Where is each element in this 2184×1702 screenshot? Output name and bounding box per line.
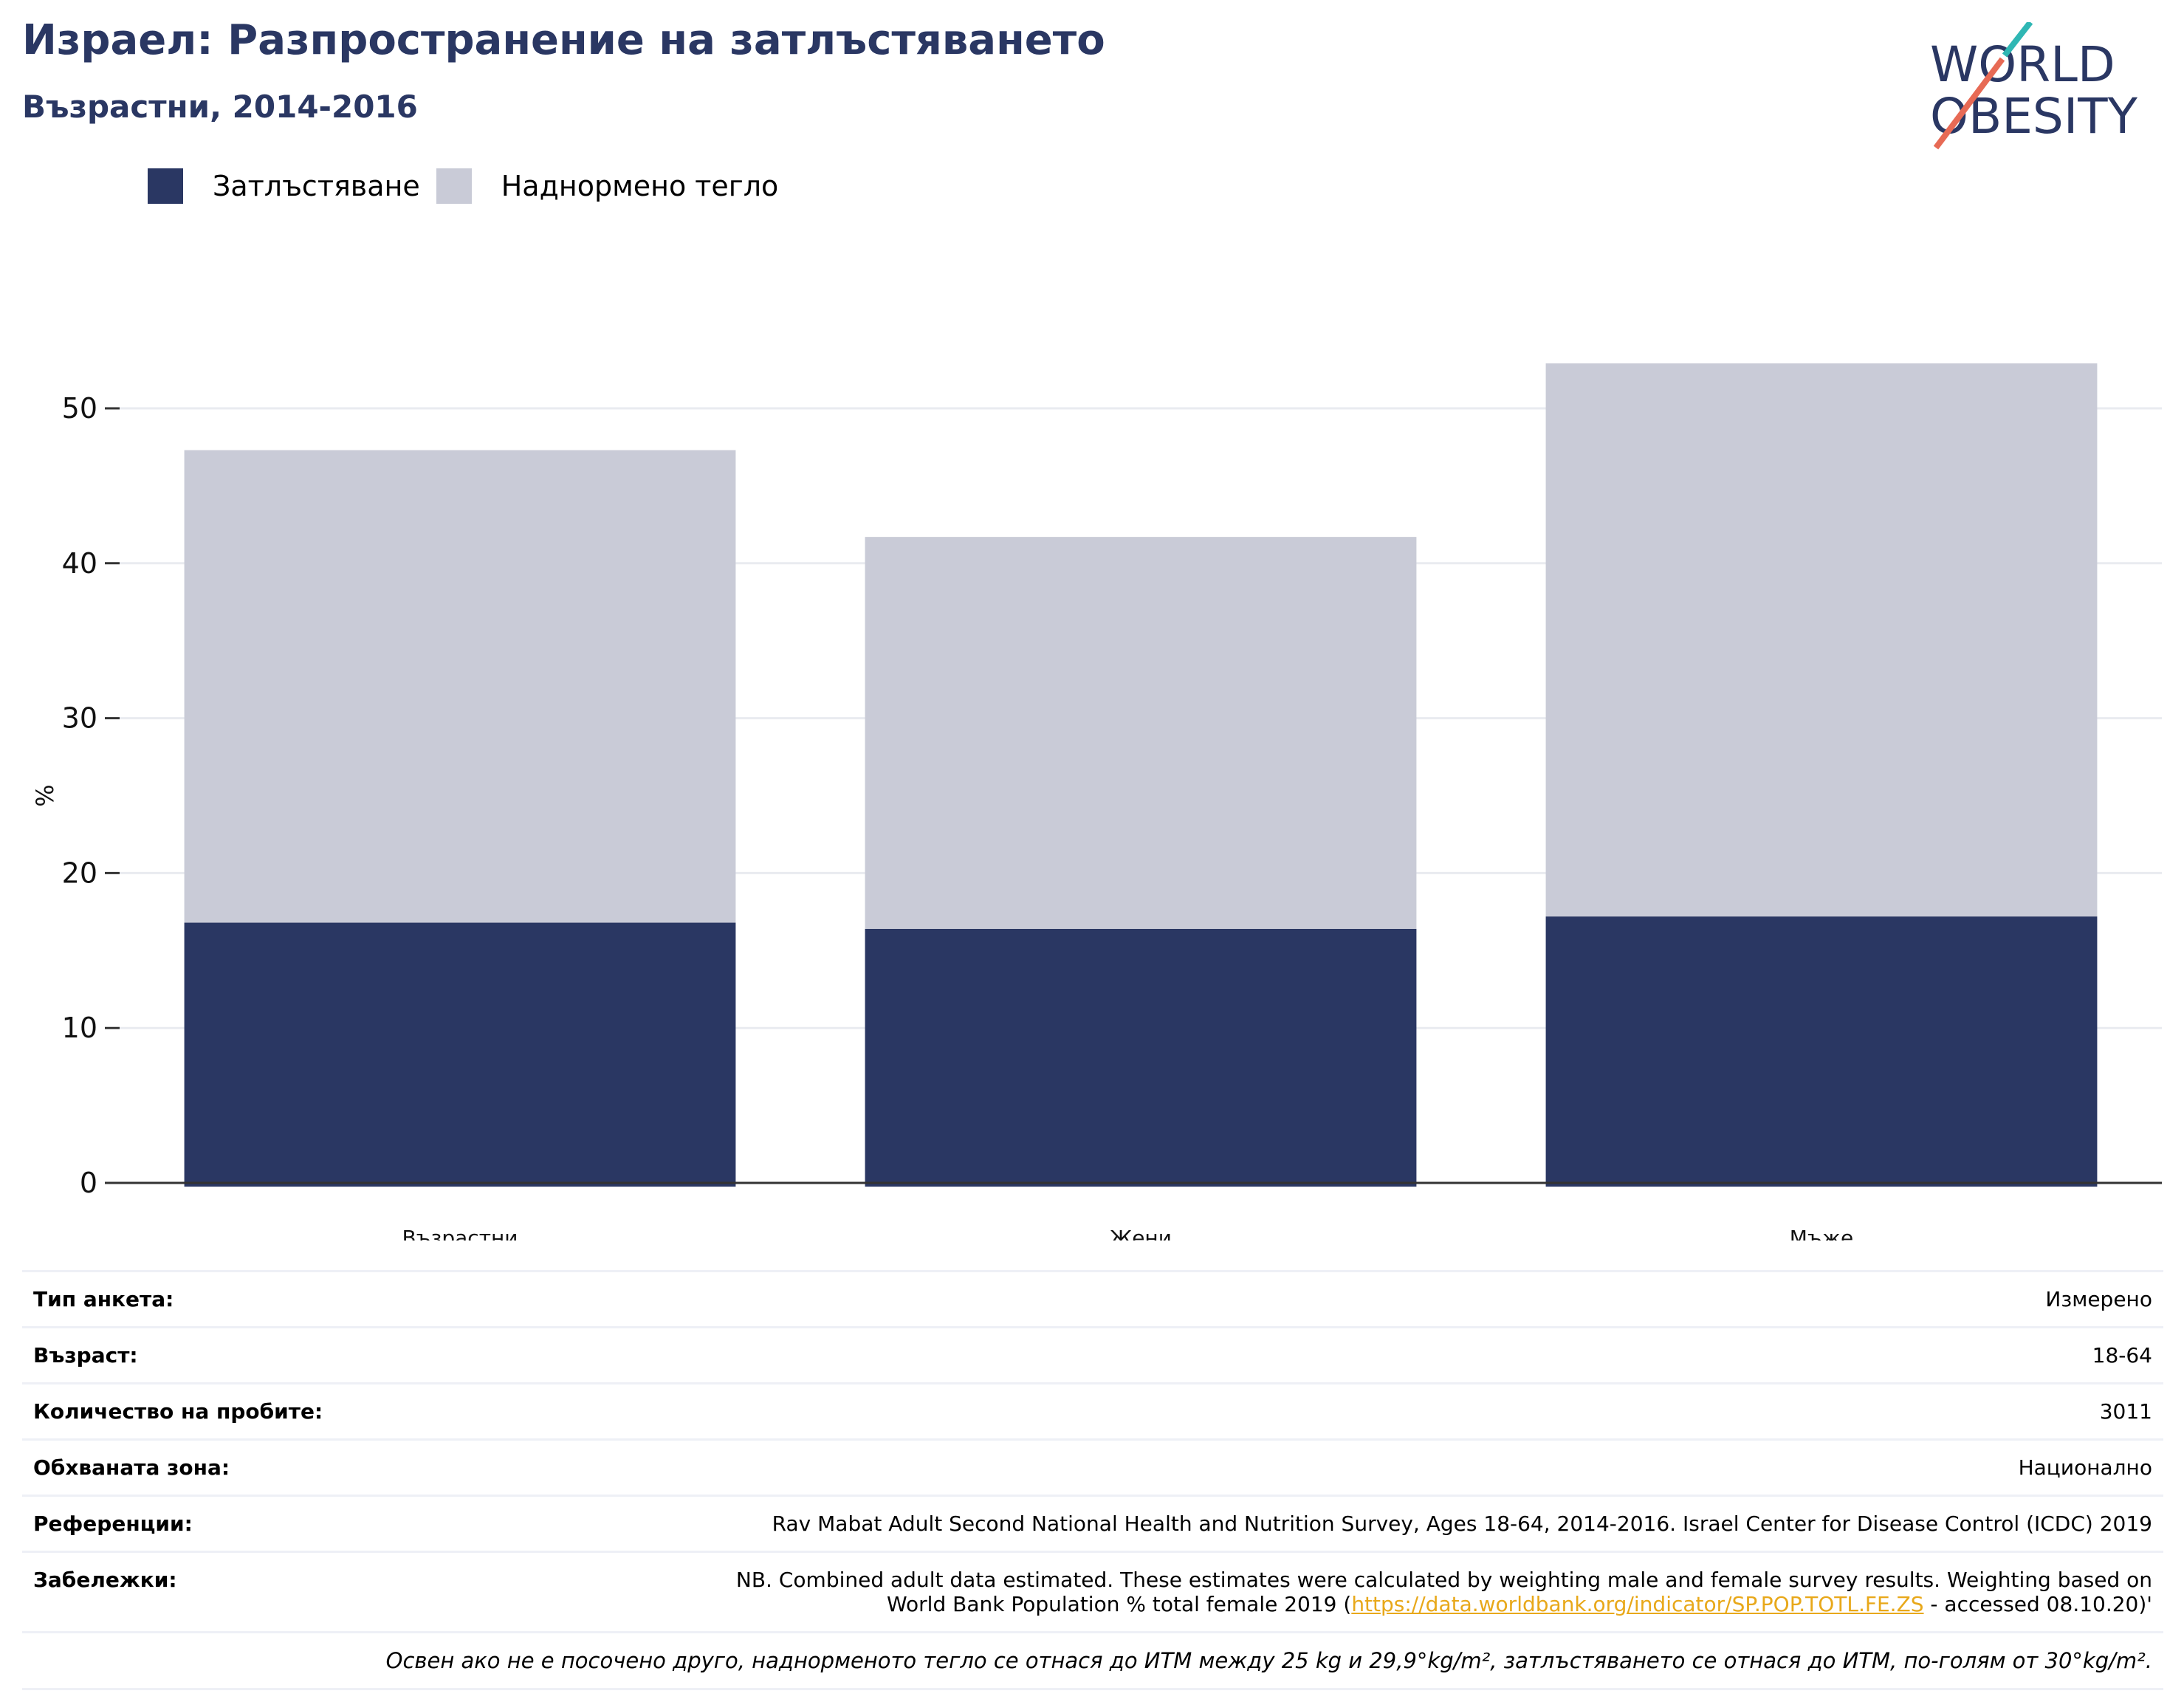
y-tick-label: 10 bbox=[62, 1012, 97, 1044]
y-tick-label: 0 bbox=[80, 1167, 97, 1199]
info-label: Обхваната зона: bbox=[33, 1455, 230, 1480]
bar-overweight bbox=[865, 537, 1417, 929]
bar-chart: 0 10 20 30 40 50% Възрастни Жени Мъже bbox=[31, 363, 2162, 1241]
notes-line1: NB. Combined adult data estimated. These… bbox=[735, 1568, 2152, 1592]
info-row: Референции: Rav Mabat Adult Second Nation… bbox=[22, 1495, 2163, 1551]
legend-swatch-overweight bbox=[436, 168, 472, 204]
logo-slash-coral bbox=[1933, 57, 2005, 150]
legend-swatch-obesity bbox=[148, 168, 183, 204]
chart-legend: Затлъстяване Наднормено тегло bbox=[148, 168, 794, 204]
footnote-text: Освен ако не е посочено друго, наднормен… bbox=[385, 1648, 2152, 1673]
y-axis-label: % bbox=[31, 784, 59, 806]
worldbank-link[interactable]: https://data.worldbank.org/indicator/SP.… bbox=[1351, 1592, 1924, 1616]
y-tick-label: 20 bbox=[62, 857, 97, 889]
chart-title: Израел: Разпространение на затлъстяванет… bbox=[22, 16, 1105, 64]
bmi-footnote: Освен ако не е посочено друго, наднормен… bbox=[22, 1631, 2163, 1690]
info-row-notes: Забележки: NB. Combined adult data estim… bbox=[22, 1551, 2163, 1631]
info-row: Количество на пробите: 3011 bbox=[22, 1382, 2163, 1438]
info-value: 3011 bbox=[2099, 1399, 2152, 1424]
y-tick-label: 40 bbox=[62, 547, 97, 580]
survey-info-table: Тип анкета: Измерено Възраст: 18-64 Количест… bbox=[22, 1270, 2163, 1690]
logo-line1: WORLD bbox=[1930, 36, 2115, 93]
legend-label-overweight: Наднормено тегло bbox=[501, 170, 779, 202]
info-row: Обхваната зона: Национално bbox=[22, 1438, 2163, 1495]
info-value: Национално bbox=[2018, 1455, 2152, 1480]
bar-obesity bbox=[184, 922, 736, 1187]
info-value-notes: NB. Combined adult data estimated. These… bbox=[736, 1568, 2152, 1616]
logo-line2: OBESITY bbox=[1930, 88, 2138, 145]
info-label: Референции: bbox=[33, 1511, 193, 1536]
legend-item-overweight: Наднормено тегло bbox=[436, 168, 779, 204]
bar-obesity bbox=[865, 928, 1417, 1187]
x-tick-label: Мъже bbox=[1790, 1226, 1853, 1241]
x-tick-label: Възрастни bbox=[402, 1226, 518, 1241]
info-row: Възраст: 18-64 bbox=[22, 1326, 2163, 1382]
info-label: Тип анкета: bbox=[33, 1287, 174, 1311]
info-value: Измерено bbox=[2045, 1287, 2152, 1311]
info-row: Тип анкета: Измерено bbox=[22, 1270, 2163, 1326]
legend-label-obesity: Затлъстяване bbox=[213, 170, 420, 202]
info-value: 18-64 bbox=[2092, 1343, 2152, 1368]
bar-overweight bbox=[184, 450, 736, 923]
x-tick-label: Жени bbox=[1110, 1226, 1172, 1241]
world-obesity-logo: WORLD OBESITY bbox=[1930, 22, 2138, 150]
info-value: Rav Mabat Adult Second National Health a… bbox=[772, 1511, 2152, 1536]
info-label: Възраст: bbox=[33, 1343, 138, 1368]
legend-item-obesity: Затлъстяване bbox=[148, 168, 420, 204]
info-label: Количество на пробите: bbox=[33, 1399, 323, 1424]
bar-obesity bbox=[1545, 916, 2098, 1187]
notes-line2-pre: World Bank Population % total female 201… bbox=[886, 1592, 1352, 1616]
logo-slash-teal bbox=[2002, 22, 2033, 58]
notes-line2-post: - accessed 08.10.20)' bbox=[1923, 1592, 2152, 1616]
chart-subtitle: Възрастни, 2014-2016 bbox=[22, 89, 418, 125]
info-label-notes: Забележки: bbox=[33, 1568, 177, 1592]
bar-overweight bbox=[1545, 363, 2098, 917]
y-tick-label: 50 bbox=[62, 392, 97, 425]
y-tick-label: 30 bbox=[62, 702, 97, 735]
